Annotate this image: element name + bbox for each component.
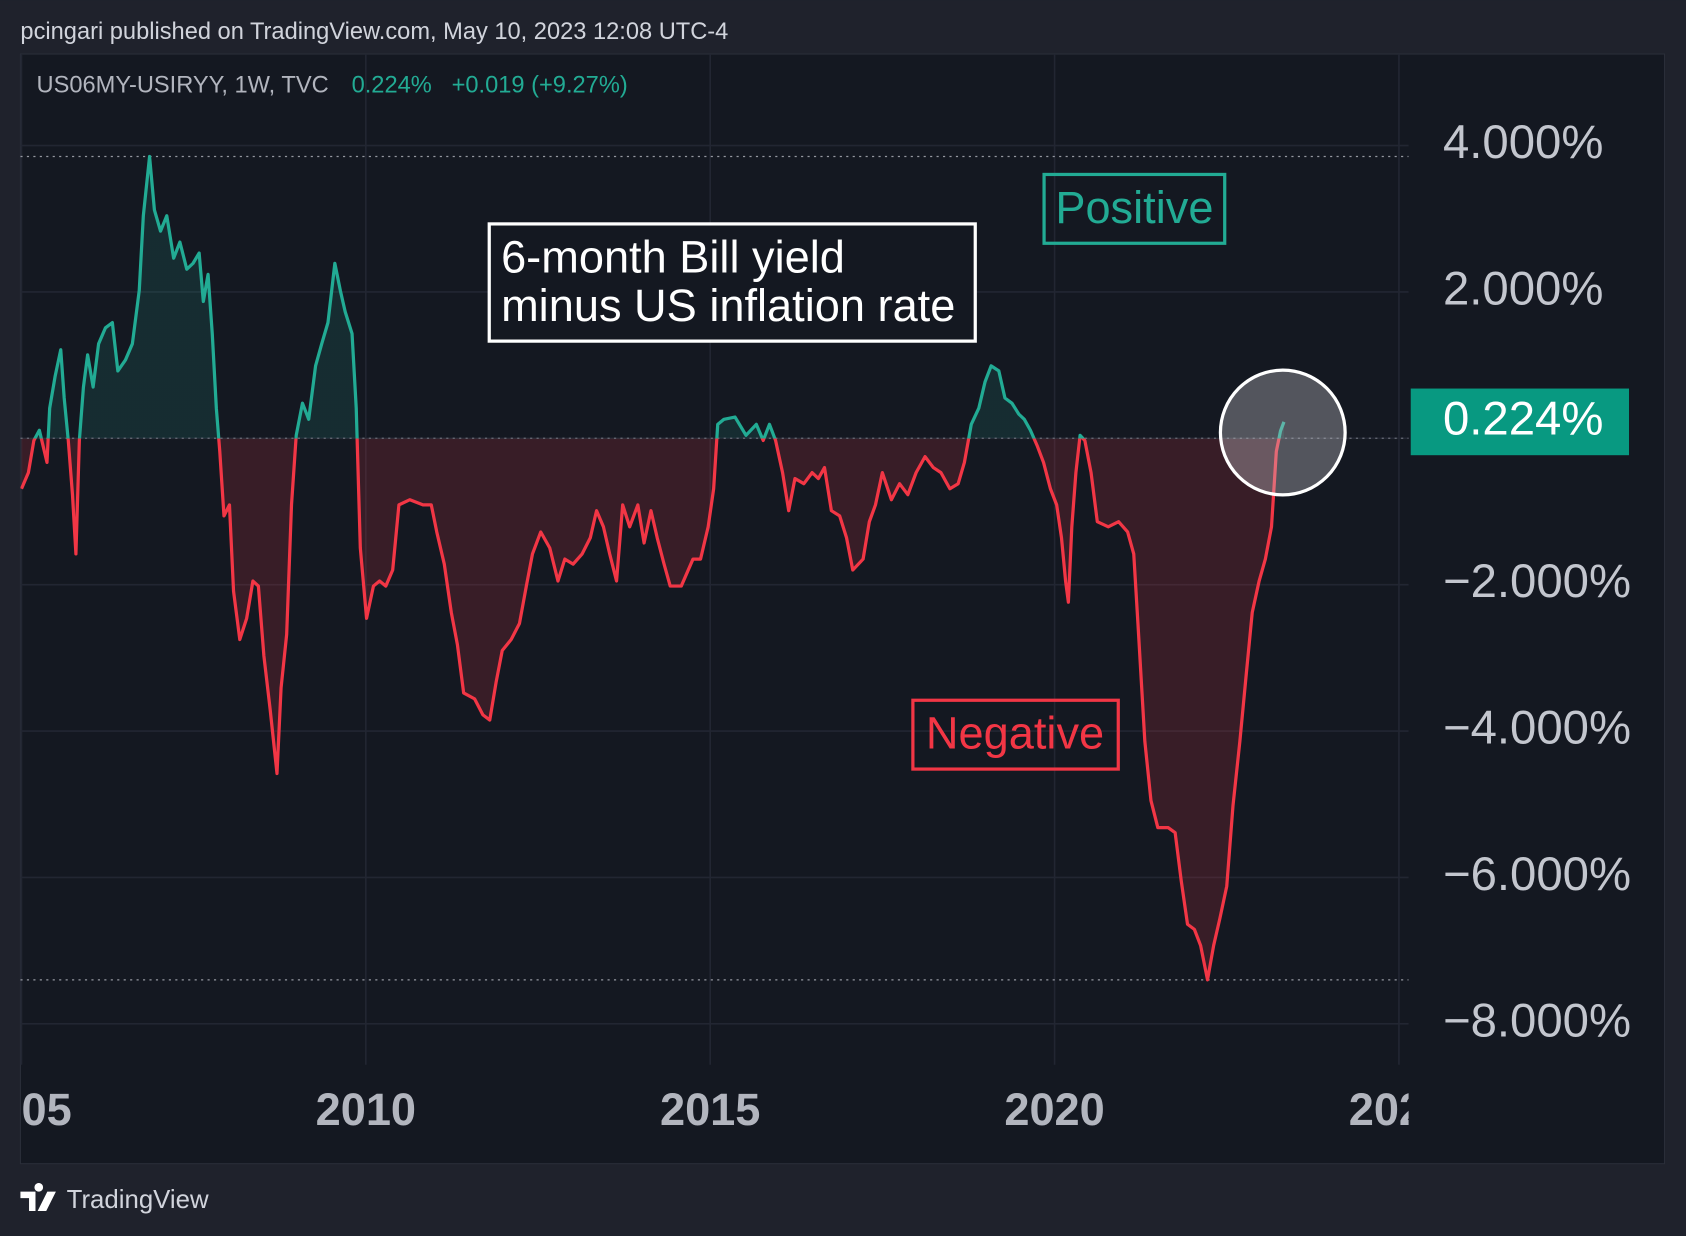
logo-shape — [20, 1183, 56, 1212]
highlight-circle — [1218, 368, 1347, 497]
y-tick-label: −2.000% — [1443, 555, 1631, 608]
y-tick-label: −8.000% — [1443, 994, 1631, 1047]
area — [21, 156, 1284, 980]
y-tick-label: −6.000% — [1443, 848, 1631, 901]
positive-label: Positive — [1055, 182, 1213, 233]
x-tick-label: 2005 — [0, 1084, 72, 1135]
annotation-line: 6-month Bill yield — [501, 231, 845, 282]
price-tag-box — [1410, 388, 1630, 456]
positive-box — [1042, 172, 1227, 245]
x-tick-label: 2015 — [660, 1084, 760, 1135]
legend-symbol: US06MY-USIRYY, 1W, TVC — [37, 73, 329, 99]
price-tag: 0.224% — [1410, 388, 1630, 456]
footer-brand: TradingView — [67, 1186, 209, 1214]
price-tag-label: 0.224% — [1443, 392, 1603, 445]
x-tick-label: 2025 — [1349, 1084, 1449, 1135]
legend-change: +0.019 (+9.27%) — [452, 73, 628, 99]
annotation-box — [487, 222, 977, 343]
legend-last: 0.224% — [352, 73, 432, 99]
x-axis: 2005 2010 2015 2020 2025 — [0, 1084, 1449, 1135]
header: pcingari published on TradingView.com, M… — [20, 19, 728, 45]
x-tick-label: 2020 — [1004, 1084, 1104, 1135]
y-tick-label: 2.000% — [1443, 262, 1603, 315]
x-tick-label: 2010 — [316, 1084, 416, 1135]
annotation-line: minus US inflation rate — [501, 280, 955, 331]
negative-label: Negative — [926, 708, 1104, 759]
line — [20, 154, 1286, 982]
y-tick-label: 4.000% — [1443, 116, 1603, 169]
negative-box — [911, 698, 1120, 771]
footer-logo — [20, 1183, 56, 1212]
series-layer — [20, 154, 1409, 982]
y-tick-label: −4.000% — [1443, 702, 1631, 755]
